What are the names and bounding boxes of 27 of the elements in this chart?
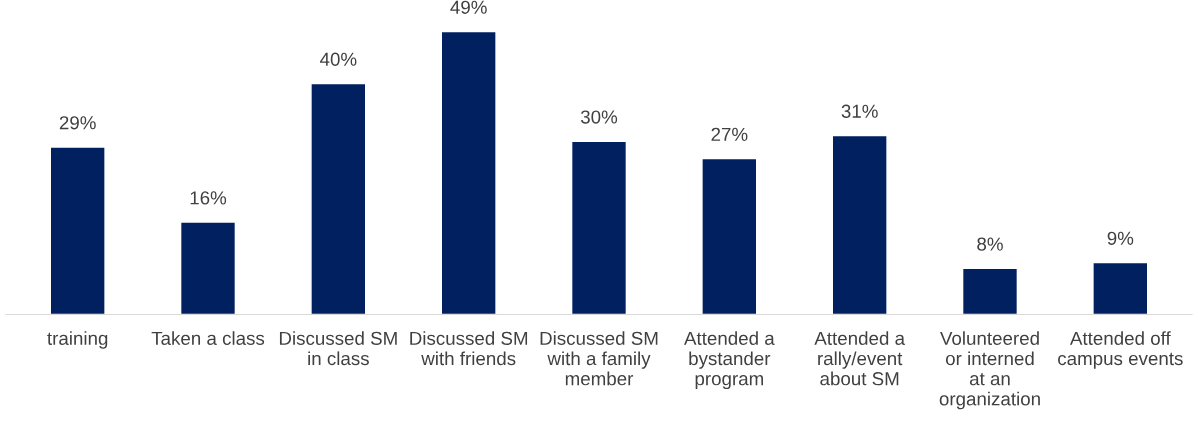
x-tick-label: Attended off campus events [1058,331,1183,369]
x-tick-label: Discussed SM with friends [410,331,528,366]
bar [310,82,367,315]
bar [701,157,758,315]
x-tick-label: Discussed SM with a family member [540,331,658,386]
bar [570,140,628,315]
x-tick-label: training [47,331,108,349]
bar [49,146,106,315]
x-tick-label: Discussed SM in class [279,331,397,366]
data-label: 8% [977,237,1003,251]
data-label: 49% [450,0,487,14]
x-tick-label: Taken a class [151,331,265,345]
data-label: 27% [711,127,748,141]
bar [179,221,237,315]
data-label: 9% [1107,231,1134,245]
data-label: 31% [841,104,878,118]
data-label: 30% [580,110,618,124]
data-label: 16% [190,191,227,205]
data-label: 40% [320,52,357,66]
bar [831,134,888,315]
data-label: 29% [59,116,96,130]
x-tick-label: Attended a bystander program [684,331,775,390]
x-tick-label: Volunteered or interned at an organization [939,331,1040,410]
x-tick-label: Attended a rally/event about SM [814,331,906,386]
bar [961,267,1019,315]
bar [440,30,497,315]
bar [1092,261,1149,315]
